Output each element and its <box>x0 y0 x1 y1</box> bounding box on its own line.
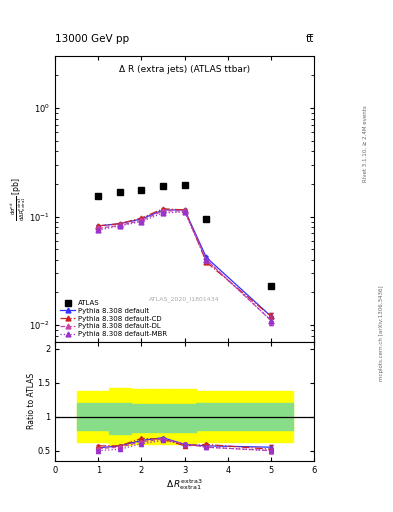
Pythia 8.308 default-MBR <box>204 257 209 263</box>
Pythia 8.308 default <box>161 207 165 213</box>
ATLAS <box>269 283 274 289</box>
Pythia 8.308 default-DL <box>96 225 101 231</box>
Pythia 8.308 default <box>182 207 187 213</box>
Pythia 8.308 default <box>269 313 274 319</box>
Pythia 8.308 default-CD <box>204 259 209 265</box>
Pythia 8.308 default-DL <box>118 222 122 228</box>
Text: mcplots.cern.ch [arXiv:1306.3436]: mcplots.cern.ch [arXiv:1306.3436] <box>379 285 384 380</box>
X-axis label: $\Delta\, R^{\mathrm{extra3}}_{\mathrm{extra1}}$: $\Delta\, R^{\mathrm{extra3}}_{\mathrm{e… <box>166 477 203 493</box>
Pythia 8.308 default-CD <box>182 207 187 213</box>
Pythia 8.308 default-CD <box>269 313 274 319</box>
Line: ATLAS: ATLAS <box>95 182 275 289</box>
Pythia 8.308 default-MBR <box>118 223 122 229</box>
ATLAS <box>96 193 101 199</box>
Text: Rivet 3.1.10, ≥ 2.4M events: Rivet 3.1.10, ≥ 2.4M events <box>363 105 368 182</box>
Pythia 8.308 default-CD <box>161 206 165 212</box>
Pythia 8.308 default-CD <box>139 215 144 221</box>
ATLAS <box>182 182 187 188</box>
Text: 13000 GeV pp: 13000 GeV pp <box>55 33 129 44</box>
Y-axis label: Ratio to ATLAS: Ratio to ATLAS <box>27 373 36 430</box>
Line: Pythia 8.308 default-CD: Pythia 8.308 default-CD <box>96 206 274 319</box>
Pythia 8.308 default-DL <box>182 208 187 215</box>
ATLAS <box>139 187 144 193</box>
Pythia 8.308 default <box>139 216 144 222</box>
ATLAS <box>204 216 209 222</box>
Pythia 8.308 default-MBR <box>96 227 101 233</box>
Pythia 8.308 default <box>118 221 122 227</box>
ATLAS <box>118 188 122 195</box>
Line: Pythia 8.308 default: Pythia 8.308 default <box>96 207 274 319</box>
Pythia 8.308 default-MBR <box>269 317 274 324</box>
ATLAS <box>161 183 165 189</box>
Y-axis label: $\mathregular{\frac{d\sigma^{nd}}{d\Delta R_{extra1}^{extra3}}}$ [pb]: $\mathregular{\frac{d\sigma^{nd}}{d\Delt… <box>8 177 28 221</box>
Line: Pythia 8.308 default-DL: Pythia 8.308 default-DL <box>96 208 274 323</box>
Pythia 8.308 default <box>204 254 209 261</box>
Pythia 8.308 default-DL <box>269 317 274 324</box>
Pythia 8.308 default-CD <box>118 221 122 227</box>
Text: ATLAS_2020_I1801434: ATLAS_2020_I1801434 <box>149 296 220 302</box>
Line: Pythia 8.308 default-MBR: Pythia 8.308 default-MBR <box>96 209 274 323</box>
Pythia 8.308 default-DL <box>161 208 165 214</box>
Text: Δ R (extra jets) (ATLAS ttbar): Δ R (extra jets) (ATLAS ttbar) <box>119 65 250 74</box>
Pythia 8.308 default-DL <box>204 257 209 263</box>
Pythia 8.308 default-MBR <box>182 209 187 215</box>
Pythia 8.308 default <box>96 223 101 229</box>
Pythia 8.308 default-MBR <box>139 219 144 225</box>
Text: tt̅: tt̅ <box>306 33 314 44</box>
Legend: ATLAS, Pythia 8.308 default, Pythia 8.308 default-CD, Pythia 8.308 default-DL, P: ATLAS, Pythia 8.308 default, Pythia 8.30… <box>59 298 169 338</box>
Pythia 8.308 default-DL <box>139 218 144 224</box>
Pythia 8.308 default-MBR <box>161 210 165 216</box>
Pythia 8.308 default-CD <box>96 223 101 229</box>
